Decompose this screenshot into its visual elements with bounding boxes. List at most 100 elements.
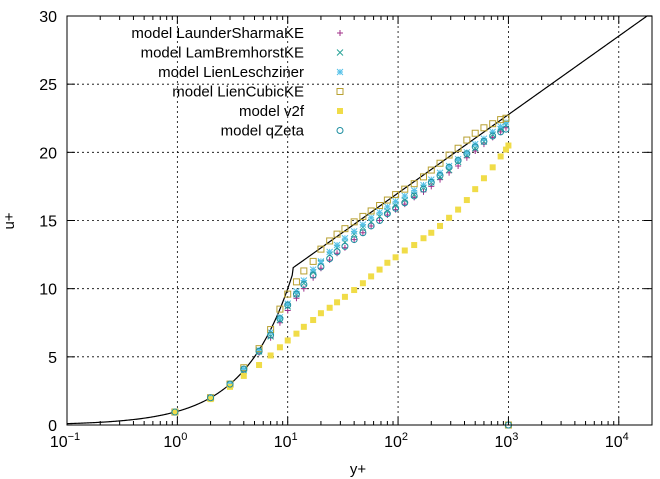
data-point [463, 150, 471, 158]
data-point [300, 281, 308, 289]
data-point [480, 124, 488, 132]
legend-marker [337, 30, 343, 36]
series-5 [171, 125, 512, 429]
data-point [489, 128, 497, 136]
legend-label: model LienLeschziner [158, 64, 304, 81]
data-point [350, 228, 358, 235]
data-point [383, 210, 391, 218]
data-point [309, 266, 317, 273]
data-point [472, 147, 479, 154]
data-point [351, 236, 358, 243]
data-point [489, 120, 497, 128]
data-point [293, 295, 300, 302]
data-point [436, 172, 444, 180]
data-point [502, 114, 510, 122]
data-point [333, 241, 341, 249]
legend-label: model LienCubicKE [172, 84, 304, 101]
data-point [284, 337, 291, 344]
data-point [293, 330, 300, 337]
y-tick-label: 10 [39, 282, 57, 299]
data-point [502, 118, 510, 126]
data-point [445, 151, 453, 159]
data-point [276, 313, 284, 321]
data-point [427, 166, 435, 174]
data-point [497, 128, 504, 135]
data-point [326, 304, 333, 311]
grid-lines [67, 16, 652, 425]
data-point [454, 144, 462, 152]
data-point [383, 196, 391, 204]
data-point [376, 217, 384, 224]
data-point [445, 163, 453, 171]
data-point [419, 185, 427, 193]
data-point [376, 266, 383, 273]
data-point [334, 299, 341, 306]
data-point [472, 186, 479, 193]
data-point [351, 287, 358, 294]
data-point [471, 143, 479, 151]
data-point [411, 242, 418, 249]
data-point [401, 192, 409, 200]
x-tick-label: 104 [605, 431, 629, 451]
data-point [300, 285, 307, 292]
data-point [267, 352, 274, 359]
data-point [207, 396, 214, 403]
data-point [276, 319, 283, 326]
y-tick-label: 0 [48, 418, 57, 435]
data-point [326, 255, 334, 263]
data-point [463, 136, 471, 144]
data-point [284, 300, 292, 308]
data-point [300, 277, 308, 284]
data-point [276, 344, 283, 351]
data-point [463, 148, 471, 156]
data-point [317, 310, 324, 317]
y-tick-label: 20 [39, 145, 57, 162]
data-point [255, 347, 263, 355]
data-point [505, 142, 512, 149]
data-point [309, 271, 317, 279]
data-point [341, 234, 349, 242]
x-tick-label: 101 [274, 431, 298, 451]
data-point [446, 214, 453, 221]
law-of-the-wall-curve [66, 15, 652, 425]
legend-label: model qZeta [221, 123, 305, 140]
data-point [276, 315, 284, 323]
x-tick-label: 102 [384, 431, 408, 451]
data-point [384, 203, 391, 211]
data-point [333, 230, 341, 238]
data-point [497, 153, 504, 160]
data-point [463, 197, 470, 204]
series-4 [171, 142, 512, 416]
data-point [428, 183, 435, 190]
data-point [384, 259, 391, 266]
data-point [317, 245, 325, 253]
legend-label: model v2f [239, 103, 305, 120]
legend-label: model LamBremhorstKE [141, 45, 304, 62]
data-point [333, 248, 341, 256]
data-point [410, 187, 418, 194]
data-point [171, 409, 178, 416]
data-point [376, 208, 383, 216]
data-point [292, 278, 300, 286]
legend-marker [336, 127, 344, 134]
data-point [292, 290, 300, 298]
data-point [240, 372, 247, 379]
data-point [240, 365, 248, 373]
data-point [359, 221, 367, 228]
data-point [497, 123, 504, 130]
y-tick-label: 30 [39, 9, 57, 26]
x-axis-label: y+ [350, 461, 367, 478]
data-point [276, 305, 284, 313]
data-point [401, 247, 408, 254]
data-point [255, 346, 263, 354]
data-point [489, 132, 497, 140]
data-point [410, 192, 418, 200]
y-tick-label: 15 [39, 214, 57, 231]
data-point [401, 185, 409, 193]
data-point [376, 217, 383, 224]
data-point [350, 218, 358, 226]
data-point [420, 181, 427, 189]
legend-marker [337, 108, 343, 114]
data-point [207, 394, 215, 402]
x-tick-label: 100 [163, 431, 187, 451]
